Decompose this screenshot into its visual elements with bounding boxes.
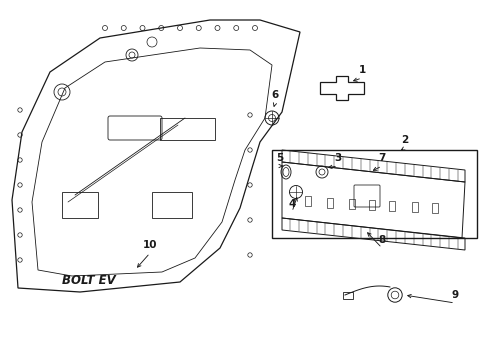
Bar bbox=[62, 192, 98, 218]
Text: 2: 2 bbox=[401, 135, 408, 145]
Text: 10: 10 bbox=[142, 240, 157, 250]
Bar bbox=[431, 203, 437, 213]
Bar bbox=[305, 197, 310, 206]
Bar bbox=[388, 201, 394, 211]
Bar bbox=[368, 200, 374, 210]
Text: 7: 7 bbox=[378, 153, 385, 163]
Bar bbox=[271, 150, 476, 238]
Bar bbox=[152, 192, 192, 218]
Bar bbox=[342, 292, 352, 298]
Text: 5: 5 bbox=[276, 153, 283, 163]
Text: BOLT EV: BOLT EV bbox=[62, 274, 116, 287]
Text: 4: 4 bbox=[288, 199, 295, 209]
Bar bbox=[326, 198, 332, 208]
Text: 8: 8 bbox=[378, 235, 385, 245]
Bar bbox=[348, 199, 354, 209]
Text: 9: 9 bbox=[450, 290, 458, 300]
Text: 3: 3 bbox=[334, 153, 341, 163]
Bar bbox=[160, 118, 215, 140]
Bar bbox=[411, 202, 417, 212]
Text: 6: 6 bbox=[271, 90, 278, 100]
Text: 1: 1 bbox=[358, 65, 365, 75]
